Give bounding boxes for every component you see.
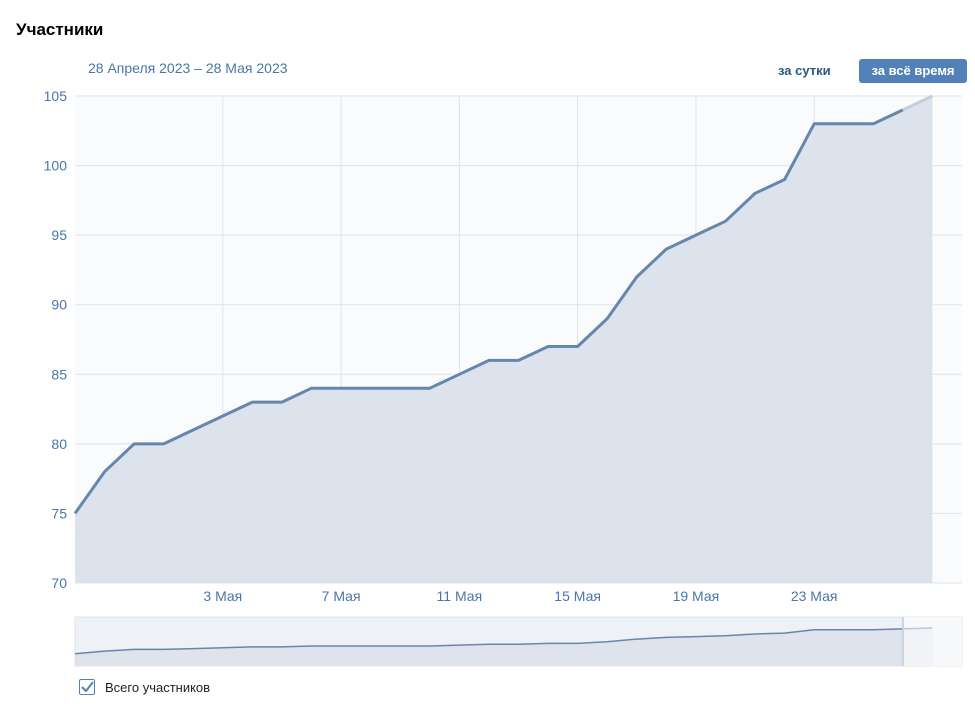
y-tick-label: 90 (51, 297, 67, 313)
navigator-area (75, 628, 933, 666)
y-tick-label: 95 (51, 227, 67, 243)
y-tick-label: 105 (44, 88, 68, 104)
legend[interactable]: Всего участников (79, 679, 210, 695)
page-title: Участники (16, 20, 104, 39)
x-tick-label: 19 Мая (673, 588, 720, 604)
y-tick-label: 70 (51, 575, 67, 591)
series-line (73, 108, 904, 515)
x-tick-label: 7 Мая (322, 588, 361, 604)
y-tick-label: 100 (44, 158, 68, 174)
series-line-pending (902, 94, 934, 112)
per-day-button[interactable]: за сутки (778, 63, 831, 78)
date-range-label: 28 Апреля 2023 – 28 Мая 2023 (88, 60, 288, 76)
x-tick-label: 23 Мая (791, 588, 838, 604)
x-tick-label: 15 Мая (554, 588, 601, 604)
check-icon (81, 681, 94, 693)
legend-label: Всего участников (105, 679, 211, 695)
series-area (75, 96, 933, 583)
navigator-line (74, 627, 933, 655)
legend-checkbox[interactable] (79, 679, 95, 695)
x-tick-label: 3 Мая (203, 588, 242, 604)
y-tick-label: 75 (51, 505, 67, 521)
y-tick-label: 80 (51, 436, 67, 452)
y-tick-label: 85 (51, 366, 67, 382)
x-tick-label: 11 Мая (437, 588, 483, 604)
all-time-button[interactable]: за всё время (859, 59, 967, 83)
navigator-unselected (902, 617, 962, 666)
